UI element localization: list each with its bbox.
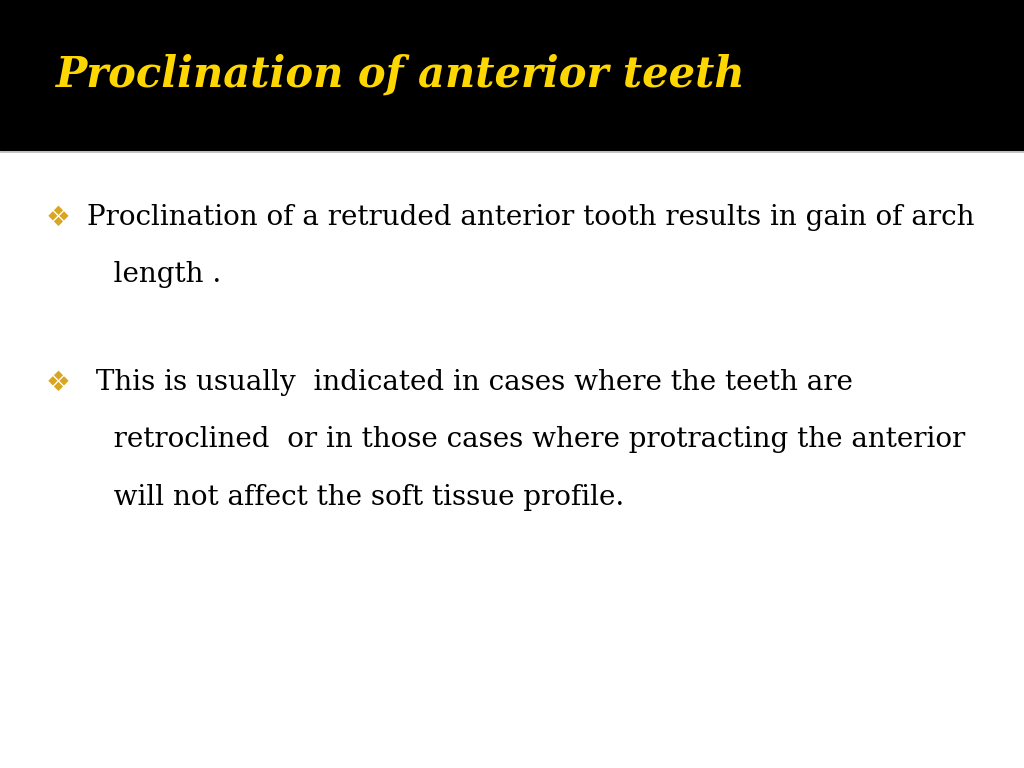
Text: Proclination of anterior teeth: Proclination of anterior teeth bbox=[56, 54, 745, 96]
Text: ❖: ❖ bbox=[46, 204, 71, 231]
Bar bbox=[0, 0, 1024, 150]
Text: Proclination of a retruded anterior tooth results in gain of arch: Proclination of a retruded anterior toot… bbox=[87, 204, 975, 230]
Text: This is usually  indicated in cases where the teeth are: This is usually indicated in cases where… bbox=[87, 369, 853, 396]
Text: ❖: ❖ bbox=[46, 369, 71, 396]
Text: length .: length . bbox=[87, 261, 221, 288]
Text: retroclined  or in those cases where protracting the anterior: retroclined or in those cases where prot… bbox=[87, 426, 966, 453]
Text: will not affect the soft tissue profile.: will not affect the soft tissue profile. bbox=[87, 484, 625, 511]
